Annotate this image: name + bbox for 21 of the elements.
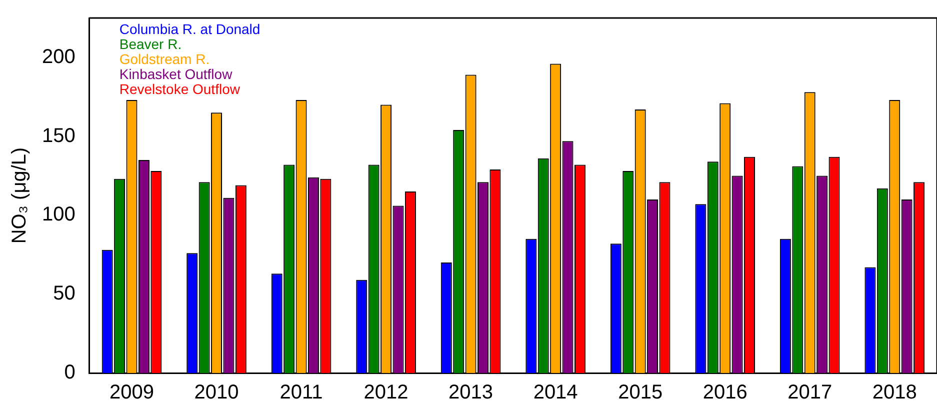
text: Revelstoke Outflow bbox=[119, 81, 241, 97]
text: Kinbasket Outflow bbox=[119, 66, 234, 82]
x-tick-label: 2015 bbox=[618, 382, 663, 404]
y-axis-title: NO₃ (μg/L) bbox=[8, 147, 31, 244]
x-tick-label: 2017 bbox=[788, 382, 832, 404]
y-tick-label: 200 bbox=[42, 46, 76, 68]
text: Beaver R. bbox=[119, 36, 183, 52]
text: Columbia R. at Donald bbox=[119, 21, 260, 37]
x-tick-label: 2018 bbox=[872, 382, 917, 404]
y-tick-label: 150 bbox=[42, 124, 76, 147]
text: Goldstream R. bbox=[119, 51, 211, 67]
y-tick-label: 0 bbox=[64, 362, 76, 384]
x-tick-label: 2013 bbox=[448, 382, 494, 404]
x-tick-label: 2014 bbox=[533, 382, 578, 404]
x-tick-label: 2010 bbox=[194, 382, 239, 404]
y-tick-label: 50 bbox=[53, 282, 76, 305]
x-tick-label: 2009 bbox=[110, 382, 154, 404]
x-tick-label: 2012 bbox=[364, 382, 408, 404]
y-tick-label: 100 bbox=[42, 204, 76, 226]
x-tick-label: 2011 bbox=[280, 382, 323, 404]
x-tick-label: 2016 bbox=[702, 382, 748, 404]
